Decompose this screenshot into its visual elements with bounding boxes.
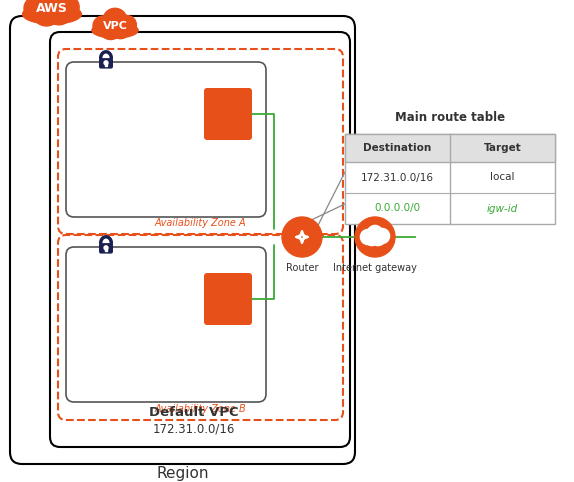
Bar: [105, 248, 107, 251]
Bar: [345, 134, 555, 162]
Text: Internet gateway: Internet gateway: [333, 263, 417, 273]
FancyBboxPatch shape: [99, 58, 113, 68]
Circle shape: [37, 0, 67, 17]
Text: Target: Target: [484, 143, 521, 153]
Text: Private IPv4: 172.31.16.5: Private IPv4: 172.31.16.5: [78, 287, 204, 297]
Bar: [105, 63, 107, 67]
Text: VPC: VPC: [103, 21, 127, 31]
Text: 172.31.0.0/16: 172.31.0.0/16: [153, 423, 235, 436]
Text: Default VPC: Default VPC: [149, 405, 239, 418]
Circle shape: [45, 0, 72, 25]
Circle shape: [104, 61, 108, 65]
FancyBboxPatch shape: [66, 247, 266, 402]
Circle shape: [355, 217, 395, 257]
Circle shape: [103, 8, 127, 32]
Text: Region: Region: [156, 466, 209, 481]
Text: Availability Zone A: Availability Zone A: [154, 218, 246, 228]
Text: EC2 instance: EC2 instance: [199, 329, 257, 338]
Text: Router: Router: [286, 263, 318, 273]
Circle shape: [93, 16, 113, 36]
Text: Default subnet 2: Default subnet 2: [104, 359, 208, 369]
Text: local: local: [490, 173, 515, 183]
Circle shape: [110, 17, 131, 39]
Circle shape: [360, 229, 375, 244]
Circle shape: [367, 226, 383, 241]
Ellipse shape: [363, 235, 387, 244]
Text: Public IPv4: 203.0.113.17: Public IPv4: 203.0.113.17: [78, 119, 205, 129]
Ellipse shape: [417, 189, 457, 218]
Text: Main route table: Main route table: [395, 111, 505, 124]
Circle shape: [374, 228, 390, 243]
FancyBboxPatch shape: [204, 273, 252, 325]
Circle shape: [282, 217, 322, 257]
Circle shape: [364, 230, 379, 246]
Circle shape: [56, 0, 79, 19]
FancyBboxPatch shape: [99, 243, 113, 254]
Text: 172.31.16.0/20: 172.31.16.0/20: [116, 375, 196, 385]
Circle shape: [32, 0, 61, 26]
Ellipse shape: [92, 23, 138, 38]
Ellipse shape: [22, 4, 82, 24]
Circle shape: [104, 246, 108, 250]
Circle shape: [24, 0, 49, 21]
Ellipse shape: [432, 192, 475, 223]
Text: 0.0.0.0/0: 0.0.0.0/0: [374, 203, 421, 214]
Text: AWS: AWS: [36, 2, 68, 15]
Text: igw-id: igw-id: [487, 203, 518, 214]
Text: EC2 instance: EC2 instance: [199, 144, 257, 153]
Text: Default subnet 1: Default subnet 1: [104, 174, 208, 184]
Ellipse shape: [451, 193, 487, 218]
Ellipse shape: [415, 198, 505, 220]
Text: Public IPv4: 203.0.113.23: Public IPv4: 203.0.113.23: [78, 304, 205, 314]
Ellipse shape: [464, 189, 502, 216]
Ellipse shape: [435, 178, 485, 214]
Text: Availability Zone B: Availability Zone B: [154, 404, 246, 414]
Bar: [345, 134, 555, 224]
Text: Destination: Destination: [363, 143, 432, 153]
FancyBboxPatch shape: [66, 62, 266, 217]
Text: Private IPv4: 172.31.0.5: Private IPv4: 172.31.0.5: [78, 102, 197, 112]
Text: 172.31.0.0/20: 172.31.0.0/20: [119, 190, 192, 200]
FancyBboxPatch shape: [204, 88, 252, 140]
Circle shape: [118, 15, 137, 34]
Text: 172.31.0.0/16: 172.31.0.0/16: [361, 173, 434, 183]
Circle shape: [99, 17, 122, 40]
Circle shape: [370, 230, 386, 246]
